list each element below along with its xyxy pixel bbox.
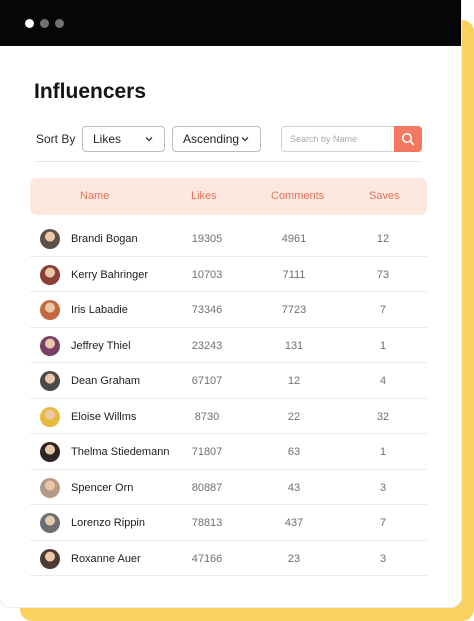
cell-name: Brandi Bogan — [71, 233, 138, 245]
avatar — [40, 371, 60, 391]
window-maximize-control[interactable] — [55, 18, 64, 28]
avatar — [40, 300, 60, 320]
cell-saves: 7 — [379, 517, 387, 529]
sort-order-select[interactable]: Ascending — [172, 126, 261, 152]
cell-saves: 32 — [376, 410, 390, 423]
cell-name: Spencer Orn — [71, 481, 134, 494]
cell-comments: 437 — [284, 517, 304, 529]
table-row[interactable]: Lorenzo Rippin 78813 437 7 — [30, 505, 427, 541]
cell-name: Iris Labadie — [71, 304, 128, 316]
search-input[interactable]: Search by Name — [281, 126, 395, 152]
cell-likes: 67107 — [191, 375, 223, 387]
table-header: Name Likes Comments Saves — [30, 178, 427, 215]
sort-by-label: Sort By — [36, 132, 76, 146]
cell-name: Eloise Willms — [71, 410, 137, 423]
sort-field-value: Likes — [93, 132, 122, 146]
table-row[interactable]: Spencer Orn 80887 43 3 — [30, 470, 427, 505]
sort-field-select[interactable]: Likes — [82, 126, 165, 152]
cell-comments: 23 — [287, 552, 301, 565]
avatar — [40, 548, 60, 569]
avatar — [40, 477, 60, 498]
avatar — [40, 513, 60, 533]
avatar — [40, 335, 60, 356]
cell-comments: 7111 — [282, 268, 306, 281]
column-header-comments[interactable]: Comments — [271, 190, 325, 202]
cell-likes: 73346 — [191, 304, 223, 316]
table-row[interactable]: Roxanne Auer 47166 23 3 — [30, 541, 427, 576]
cell-saves: 73 — [376, 268, 390, 281]
cell-saves: 12 — [376, 233, 390, 245]
cell-likes: 23243 — [191, 339, 223, 352]
cell-comments: 7723 — [281, 304, 307, 316]
search-icon — [401, 132, 415, 146]
window-minimize-control[interactable] — [40, 18, 49, 28]
sort-toolbar: Sort By Likes Ascending Search by Name — [36, 126, 426, 152]
avatar — [40, 442, 60, 462]
table-row[interactable]: Iris Labadie 73346 7723 7 — [30, 292, 427, 328]
cell-likes: 19305 — [191, 233, 223, 245]
avatar — [40, 264, 60, 285]
table-row[interactable]: Eloise Willms 8730 22 32 — [30, 399, 427, 434]
chevron-down-icon — [241, 137, 249, 142]
table-row[interactable]: Dean Graham 67107 12 4 — [30, 363, 427, 399]
column-header-saves[interactable]: Saves — [369, 190, 400, 202]
window-close-control[interactable] — [25, 18, 34, 28]
cell-likes: 71807 — [191, 446, 223, 458]
cell-saves: 3 — [379, 552, 387, 565]
table-row[interactable]: Brandi Bogan 19305 4961 12 — [30, 221, 427, 257]
cell-comments: 43 — [287, 481, 301, 494]
cell-likes: 80887 — [191, 481, 223, 494]
cell-name: Roxanne Auer — [71, 552, 141, 565]
page-title: Influencers — [34, 80, 147, 103]
cell-name: Thelma Stiedemann — [71, 446, 170, 458]
table-row[interactable]: Kerry Bahringer 10703 7111 73 — [30, 257, 427, 292]
toolbar-divider — [36, 161, 422, 162]
app-window: Influencers Sort By Likes Ascending Sear… — [0, 0, 461, 576]
cell-saves: 7 — [379, 304, 387, 316]
cell-name: Kerry Bahringer — [71, 268, 149, 281]
table-row[interactable]: Jeffrey Thiel 23243 131 1 — [30, 328, 427, 363]
avatar — [40, 229, 60, 249]
cell-comments: 131 — [284, 339, 304, 352]
cell-name: Lorenzo Rippin — [71, 517, 145, 529]
cell-saves: 1 — [379, 446, 387, 458]
chevron-down-icon — [145, 137, 153, 142]
influencer-table-body: Brandi Bogan 19305 4961 12 Kerry Bahringer 10… — [30, 221, 427, 576]
search-placeholder: Search by Name — [290, 134, 358, 144]
sort-order-value: Ascending — [183, 132, 240, 146]
column-header-likes[interactable]: Likes — [191, 190, 217, 202]
cell-saves: 1 — [379, 339, 387, 352]
column-header-name[interactable]: Name — [80, 190, 110, 202]
cell-comments: 63 — [287, 446, 301, 458]
cell-name: Dean Graham — [71, 375, 141, 387]
cell-name: Jeffrey Thiel — [71, 339, 131, 352]
cell-likes: 78813 — [191, 517, 223, 529]
avatar — [40, 406, 60, 427]
search-button[interactable] — [394, 126, 422, 152]
cell-comments: 4961 — [281, 233, 307, 245]
cell-likes: 8730 — [194, 410, 220, 423]
cell-saves: 3 — [379, 481, 387, 494]
cell-likes: 10703 — [191, 268, 223, 281]
table-row[interactable]: Thelma Stiedemann 71807 63 1 — [30, 434, 427, 470]
title-bar — [0, 0, 461, 46]
cell-saves: 4 — [379, 375, 387, 387]
cell-comments: 12 — [287, 375, 301, 387]
cell-comments: 22 — [287, 410, 301, 423]
cell-likes: 47166 — [191, 552, 223, 565]
